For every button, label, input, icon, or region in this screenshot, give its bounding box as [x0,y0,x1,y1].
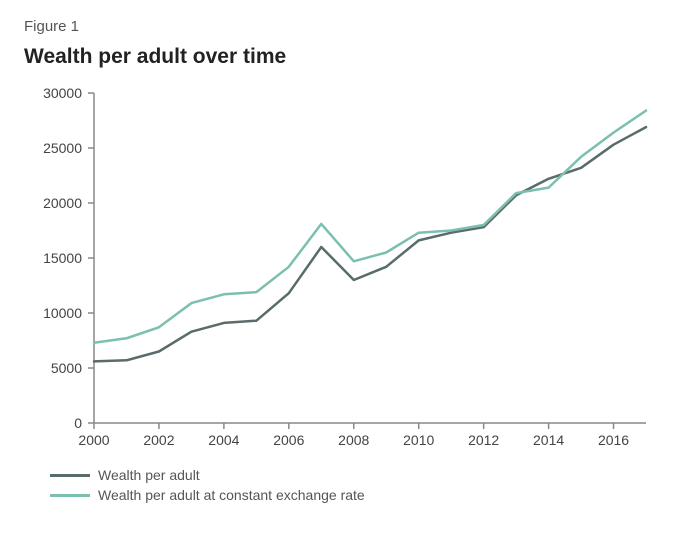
y-tick-label: 20000 [43,195,82,211]
x-tick-label: 2004 [208,432,239,448]
y-tick-label: 0 [74,415,82,431]
legend-item-wealth_per_adult: Wealth per adult [50,465,666,485]
legend-label: Wealth per adult at constant exchange ra… [98,487,365,503]
figure-1: Figure 1 Wealth per adult over time 0 500… [0,0,690,556]
chart-title: Wealth per adult over time [24,45,666,69]
legend-swatch [50,494,90,497]
legend-swatch [50,474,90,477]
legend-label: Wealth per adult [98,467,200,483]
line-chart-svg: 0 5000 10000 15000 20000 25000 30000 2000 2002 20… [24,79,664,459]
figure-label: Figure 1 [24,18,666,35]
y-tick-label: 25000 [43,140,82,156]
y-tick-label: 10000 [43,305,82,321]
series-wealth_constant_rate [94,111,646,343]
y-tick-label: 5000 [51,360,82,376]
x-tick-label: 2000 [78,432,109,448]
series-wealth_per_adult [94,127,646,361]
legend-item-wealth_constant_rate: Wealth per adult at constant exchange ra… [50,485,666,505]
y-tick-label: 30000 [43,85,82,101]
y-tick-label: 15000 [43,250,82,266]
legend: Wealth per adult Wealth per adult at cons… [50,465,666,505]
x-tick-label: 2008 [338,432,369,448]
x-tick-label: 2016 [598,432,629,448]
x-tick-label: 2014 [533,432,564,448]
x-tick-label: 2006 [273,432,304,448]
x-tick-label: 2002 [143,432,174,448]
x-tick-label: 2010 [403,432,434,448]
chart-area: 0 5000 10000 15000 20000 25000 30000 2000 2002 20… [24,79,664,459]
x-tick-label: 2012 [468,432,499,448]
